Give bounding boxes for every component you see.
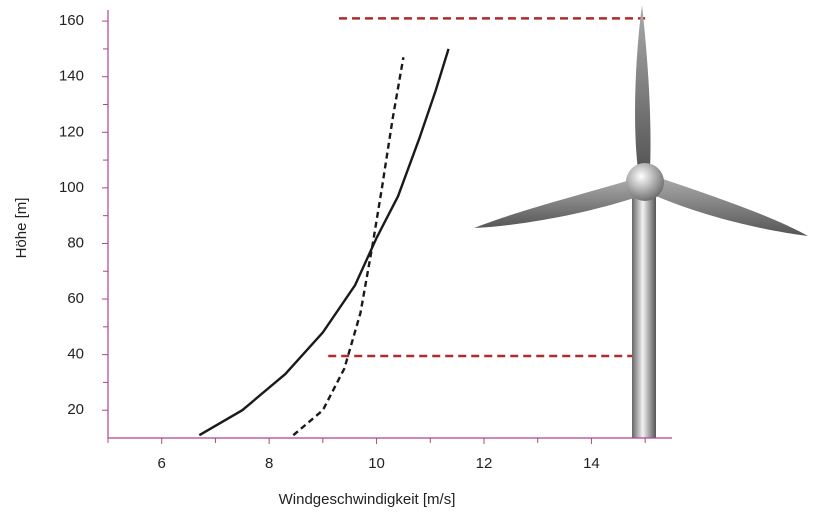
x-tick-label: 12 — [476, 455, 493, 472]
y-tick-label: 100 — [59, 179, 84, 196]
blade — [656, 178, 808, 236]
x-tick-label: 10 — [368, 455, 385, 472]
data-line — [199, 49, 448, 435]
y-tick-label: 80 — [67, 234, 84, 251]
blade — [635, 5, 650, 170]
y-tick-label: 60 — [67, 290, 84, 307]
y-tick-label: 20 — [67, 401, 84, 418]
x-tick-label: 6 — [158, 455, 166, 472]
hub — [626, 163, 664, 201]
x-tick-label: 8 — [265, 455, 273, 472]
y-axis-label: Höhe [m] — [13, 198, 30, 259]
blade — [474, 180, 634, 228]
y-tick-label: 120 — [59, 123, 84, 140]
wind-turbine — [474, 5, 808, 438]
chart: Windgeschwindigkeit [m/s] Höhe [m] 6 8 10 1… — [0, 0, 815, 513]
x-axis-label: Windgeschwindigkeit [m/s] — [279, 491, 456, 508]
y-tick-label: 140 — [59, 68, 84, 85]
y-tick-label: 40 — [67, 346, 84, 363]
tower — [632, 190, 656, 438]
x-tick-label: 14 — [583, 455, 600, 472]
y-tick-label: 160 — [59, 12, 84, 29]
data-line — [293, 57, 403, 435]
